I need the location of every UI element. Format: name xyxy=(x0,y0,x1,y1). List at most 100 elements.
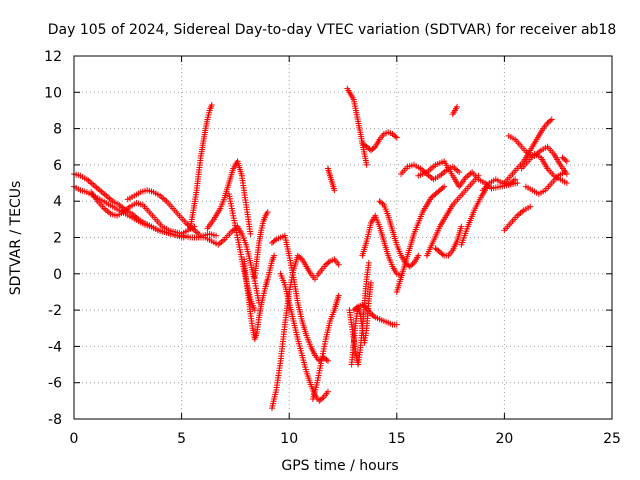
plus-marker xyxy=(563,180,570,187)
plus-marker xyxy=(323,356,330,363)
point-series xyxy=(423,172,482,259)
chart-title: Day 105 of 2024, Sidereal Day-to-day VTE… xyxy=(48,22,617,38)
plus-marker xyxy=(548,116,555,123)
point-series xyxy=(204,158,254,237)
plus-marker xyxy=(392,133,399,140)
plus-marker xyxy=(213,232,220,239)
y-tick-label: 0 xyxy=(53,267,62,283)
point-series xyxy=(458,183,491,248)
point-series xyxy=(376,198,422,270)
axis-ticks: 0 5 10 15 20 25 -8 -6 -4 -2 0 2 4 6 8 10 12 xyxy=(44,49,621,447)
point-series xyxy=(501,116,555,187)
plus-marker xyxy=(335,292,342,299)
plus-marker xyxy=(409,261,416,268)
plus-marker xyxy=(247,230,254,237)
plus-marker xyxy=(547,117,554,124)
point-series xyxy=(71,183,187,241)
y-tick-label: 2 xyxy=(53,231,62,247)
y-tick-label: 8 xyxy=(53,122,62,138)
plus-marker xyxy=(415,252,422,259)
y-tick-label: 10 xyxy=(44,85,62,101)
x-tick-label: 20 xyxy=(495,431,513,447)
plus-marker xyxy=(439,251,446,258)
plus-marker xyxy=(208,102,215,109)
point-series xyxy=(195,223,263,306)
plus-marker xyxy=(527,203,534,210)
point-series xyxy=(187,102,215,232)
plus-marker xyxy=(312,276,319,283)
point-series xyxy=(501,203,534,234)
plus-marker xyxy=(393,134,400,141)
point-series xyxy=(124,187,202,237)
plus-marker xyxy=(271,237,278,244)
plus-marker xyxy=(441,183,448,190)
data-points xyxy=(71,85,570,412)
plus-marker xyxy=(335,261,342,268)
point-series xyxy=(432,223,465,259)
y-axis-label: SDTVAR / TECUs xyxy=(8,181,24,296)
point-series xyxy=(225,190,258,314)
plus-marker xyxy=(454,103,461,110)
y-tick-label: -4 xyxy=(48,339,62,355)
point-series xyxy=(449,103,461,118)
point-series xyxy=(241,252,278,343)
plus-marker xyxy=(251,307,258,314)
point-series xyxy=(268,252,319,412)
plus-marker xyxy=(264,209,271,216)
plus-marker xyxy=(319,395,326,402)
point-series xyxy=(344,85,370,168)
plus-marker xyxy=(563,158,570,165)
x-axis-label: GPS time / hours xyxy=(281,458,398,474)
plus-marker xyxy=(325,259,332,266)
point-series xyxy=(522,169,568,197)
x-tick-label: 25 xyxy=(603,431,621,447)
point-series xyxy=(277,270,331,404)
y-tick-label: -6 xyxy=(48,376,62,392)
y-tick-label: 4 xyxy=(53,194,62,210)
plus-marker xyxy=(514,180,521,187)
plus-marker xyxy=(353,304,360,311)
plus-marker xyxy=(562,157,569,164)
plus-marker xyxy=(370,144,377,151)
point-series xyxy=(314,256,342,279)
x-tick-label: 15 xyxy=(388,431,406,447)
plot-frame xyxy=(73,55,613,420)
plus-marker xyxy=(512,176,519,183)
point-series xyxy=(479,176,519,194)
plus-marker xyxy=(367,279,374,286)
point-series xyxy=(324,165,338,194)
plus-marker xyxy=(475,172,482,179)
plus-marker xyxy=(362,304,369,311)
point-series xyxy=(518,151,570,187)
y-tick-label: 12 xyxy=(44,49,62,65)
point-series xyxy=(309,292,342,403)
plus-marker xyxy=(271,252,278,259)
plus-marker xyxy=(324,388,331,395)
y-tick-label: -8 xyxy=(48,412,62,428)
plus-marker xyxy=(365,259,372,266)
x-tick-label: 5 xyxy=(177,431,186,447)
plus-marker xyxy=(363,161,370,168)
grid-lines xyxy=(74,56,612,419)
plus-marker xyxy=(379,200,386,207)
plus-marker xyxy=(561,169,568,176)
plus-marker xyxy=(439,184,446,191)
point-series xyxy=(359,129,400,154)
point-series xyxy=(350,301,400,328)
point-series xyxy=(559,154,570,165)
plus-marker xyxy=(456,169,463,176)
point-series xyxy=(251,209,271,281)
point-series xyxy=(88,189,198,237)
x-tick-label: 0 xyxy=(70,431,79,447)
point-series xyxy=(359,212,405,279)
plus-marker xyxy=(331,187,338,194)
y-tick-label: 6 xyxy=(53,158,62,174)
plus-marker xyxy=(324,357,331,364)
x-tick-label: 10 xyxy=(280,431,298,447)
plus-marker xyxy=(458,223,465,230)
y-tick-label: -2 xyxy=(48,303,62,319)
plus-marker xyxy=(297,255,304,262)
plus-marker xyxy=(393,321,400,328)
plus-marker xyxy=(370,313,377,320)
